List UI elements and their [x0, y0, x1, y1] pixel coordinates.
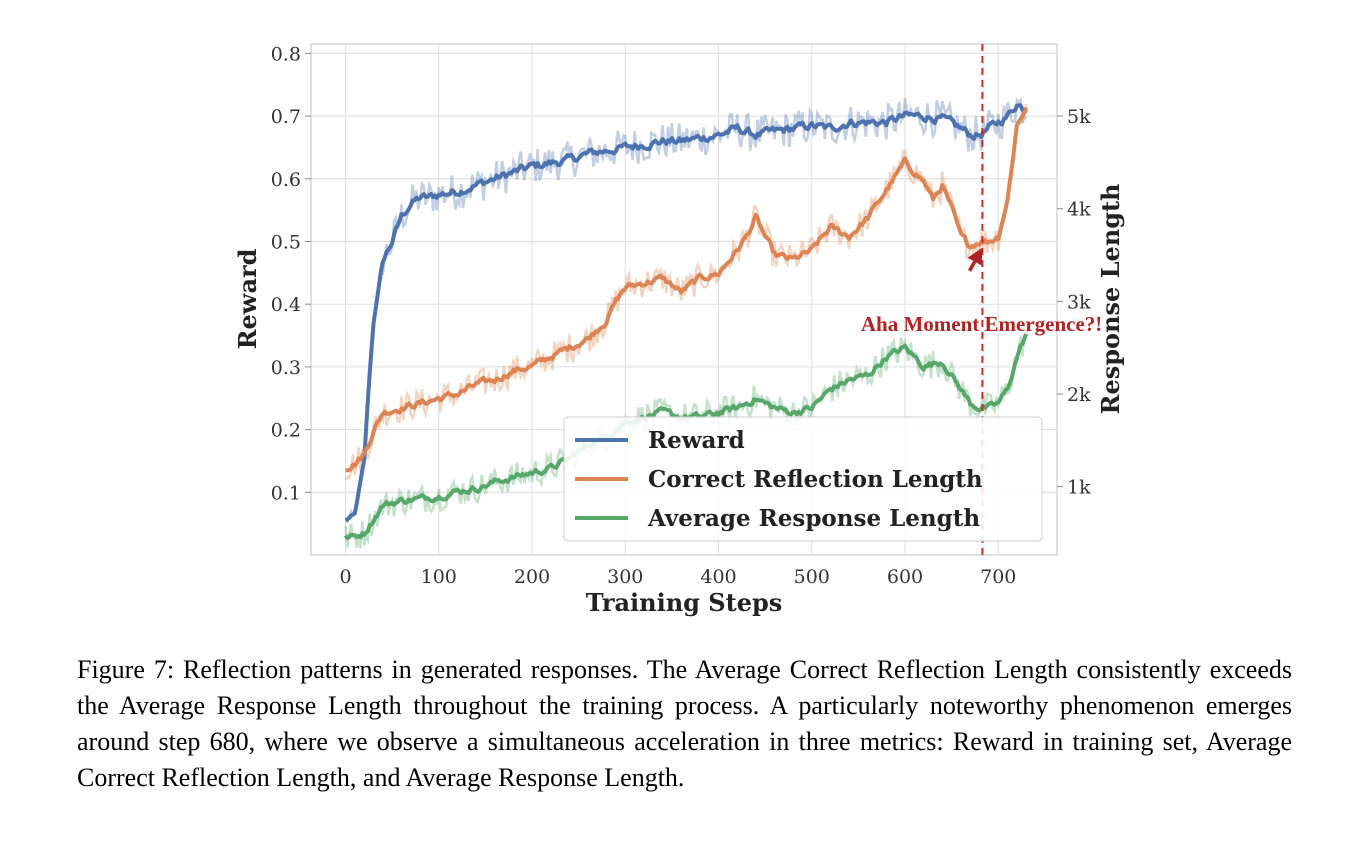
legend-box [563, 416, 1043, 542]
annotation-arrow [968, 260, 977, 272]
annotation-arrowhead [967, 247, 983, 266]
annotation-text: Aha Moment Emergence?! [861, 312, 1102, 336]
y-tick-label: 0.7 [271, 106, 301, 128]
y2-tick-label: 1k [1067, 477, 1091, 499]
y2-tick-label: 4k [1067, 199, 1091, 221]
figure-caption: Figure 7: Reflection patterns in generat… [77, 655, 1292, 792]
x-tick-label: 0 [339, 566, 351, 588]
x-tick-label: 200 [514, 566, 550, 588]
series-line-2 [345, 106, 1029, 473]
legend-label-3: Average Response Length [647, 505, 980, 532]
series-line-1 [344, 103, 1028, 523]
y-axis-title: Reward [233, 248, 262, 349]
y2-tick-label: 2k [1067, 384, 1091, 406]
y-tick-label: 0.2 [271, 420, 301, 442]
y2-axis-title: Response Length [1096, 183, 1125, 414]
y-tick-label: 0.6 [271, 169, 301, 191]
y-tick-labels: 0.1 0.2 0.3 0.4 0.5 0.6 0.7 0.8 [271, 43, 311, 504]
x-tick-label: 500 [794, 566, 830, 588]
x-tick-label: 400 [700, 566, 736, 588]
x-tick-labels: 0 100 200 300 400 500 600 700 [339, 566, 1016, 588]
plot-area [310, 43, 1058, 556]
grid [311, 44, 1057, 555]
y-tick-label: 0.5 [271, 232, 301, 254]
y-tick-label: 0.4 [271, 294, 301, 316]
y2-tick-label: 5k [1067, 106, 1091, 128]
x-tick-label: 100 [421, 566, 457, 588]
x-tick-label: 300 [607, 566, 643, 588]
y-tick-label: 0.3 [271, 357, 301, 379]
x-tick-label: 600 [887, 566, 923, 588]
y2-tick-label: 3k [1067, 291, 1091, 313]
x-axis-title: Training Steps [586, 588, 783, 617]
figure: Aha Moment Emergence?! 0 100 200 300 400 500 6… [77, 43, 1292, 792]
x-tick-label: 700 [980, 566, 1016, 588]
legend-label-2: Correct Reflection Length [648, 466, 983, 493]
chart: Aha Moment Emergence?! 0 100 200 300 400 500 6… [233, 43, 1125, 617]
y-tick-label: 0.8 [271, 43, 301, 65]
y2-tick-labels: 1k 2k 3k 4k 5k [1057, 106, 1091, 499]
annotation: Aha Moment Emergence?! [861, 247, 1102, 336]
y-tick-label: 0.1 [271, 482, 301, 504]
legend-label-1: Reward [648, 427, 745, 454]
legend: Reward Correct Reflection Length Average R… [563, 416, 1043, 542]
